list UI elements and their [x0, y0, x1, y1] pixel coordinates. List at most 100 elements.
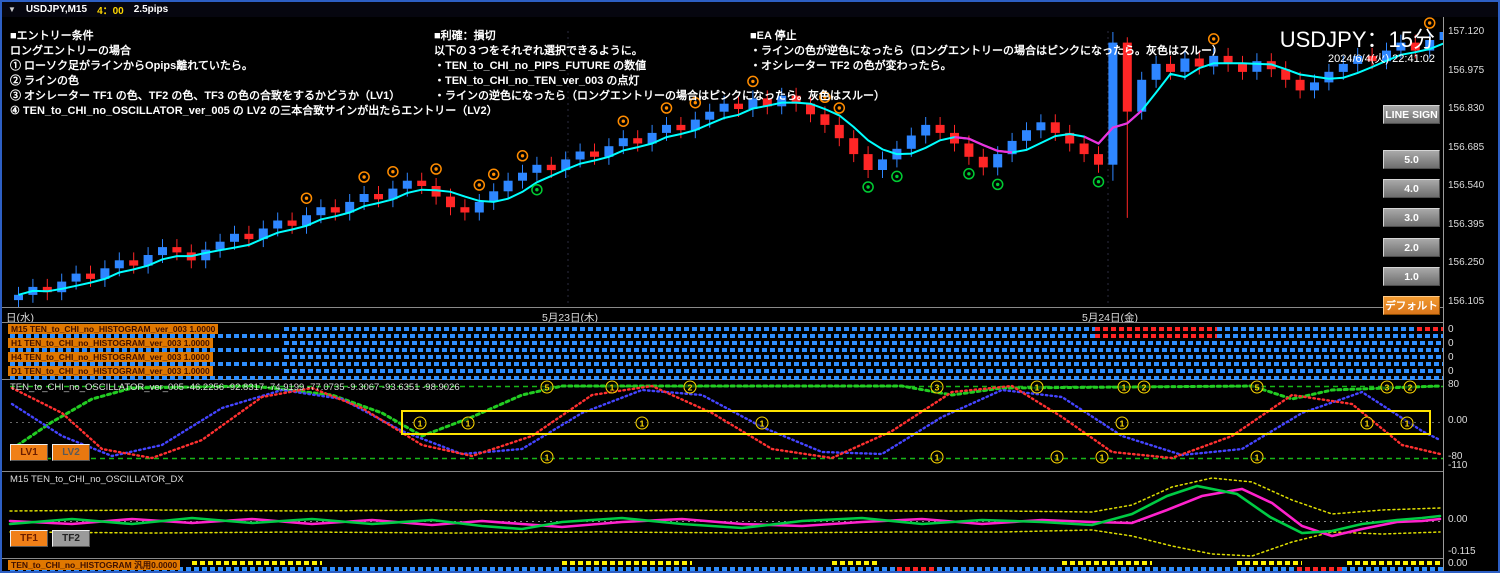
line-sign-button[interactable]: LINE SIGN: [1383, 105, 1440, 124]
histogram-scale-label: 0: [1448, 352, 1454, 363]
signal-count-marker: 1: [1250, 450, 1264, 464]
histogram-row-label: M15 TEN_to_CHI_no_HISTOGRAM_ver_003 1.00…: [8, 324, 219, 334]
titlebar-symbol: USDJPY,M15: [25, 4, 88, 15]
chart-buttons-column: LINE SIGN 5.0 4.0 3.0 2.0 1.0 デフォルト: [2, 17, 1443, 315]
tf2-button[interactable]: TF2: [52, 530, 90, 547]
entry-signal-up-icon: [387, 165, 399, 178]
oscillator-scale-label: -110: [1448, 460, 1468, 471]
bottom-histogram-label: TEN_to_CHI_no_HISTOGRAM 汎用0.0000: [8, 560, 181, 570]
datetime-overlay: 2024/6/4(火) 22:41:02: [1327, 53, 1435, 65]
lv2-button[interactable]: LV2: [52, 444, 90, 461]
bottom-histogram-scale-label: 0.00: [1448, 558, 1468, 569]
histogram-row-label: H1 TEN_to_CHI_no_HISTOGRAM_ver_003 1.000…: [8, 338, 213, 348]
note-line: 以下の３つをそれぞれ選択できるように。: [434, 45, 643, 57]
note-line: ロングエントリーの場合: [10, 45, 131, 57]
note-line: ・ラインの色が逆色になったら（ロングエントリーの場合はピンクになったら。灰色はス…: [750, 45, 1223, 57]
signal-count-marker: 5: [540, 380, 554, 394]
histogram-dashes: [10, 376, 1443, 380]
bottom-histogram-dashes: [1297, 567, 1342, 571]
entry-signal-up-icon: [747, 75, 759, 88]
histogram-dashes: [1095, 327, 1217, 331]
price-scale-label: 156.540: [1448, 180, 1485, 191]
price-scale-label: 156.250: [1448, 257, 1485, 268]
level-button-1.0[interactable]: 1.0: [1383, 267, 1440, 286]
price-scale-label: 156.395: [1448, 218, 1485, 230]
entry-signal-up-icon: [833, 102, 846, 114]
bottom-histogram-dashes: [1062, 561, 1152, 565]
oscillator-dx-scale-label: 0.00: [1448, 514, 1468, 525]
entry-signal-down-icon: [891, 170, 903, 183]
entry-signal-up-icon: [516, 150, 529, 162]
price-scale-label: 156.975: [1448, 64, 1485, 76]
entry-signal-down-icon: [963, 168, 975, 180]
oscillator-ver005-plot: [10, 384, 1443, 460]
price-scale-label: 157.120: [1448, 26, 1485, 37]
entry-conditions-note: ■エントリー条件 ロングエントリーの場合 ① ローソク足がラインからOpips離れて…: [10, 29, 498, 119]
entry-signal-up-icon: [660, 102, 673, 114]
histogram-dashes: [1217, 327, 1417, 331]
histogram-dashes: [1095, 334, 1217, 338]
entry-signal-up-icon: [430, 163, 442, 175]
note-line: ■エントリー条件: [10, 30, 94, 42]
signal-count-marker: 5: [1250, 380, 1264, 394]
histogram-dashes: [284, 327, 1095, 331]
bottom-histogram-dashes: [562, 561, 692, 565]
symbol-timeframe-overlay: USDJPY：15分: [1279, 27, 1435, 52]
level-button-2.0[interactable]: 2.0: [1383, 238, 1440, 257]
signal-count-marker: 1: [930, 450, 944, 464]
histogram-dashes: [10, 362, 1443, 366]
histogram-row: M15 TEN_to_CHI_no_HISTOGRAM_ver_003 1.00…: [2, 324, 1443, 338]
histogram-dashes: [1417, 327, 1443, 331]
time-axis-label: 日(水): [6, 312, 34, 324]
histogram-row-label: H4 TEN_to_CHI_no_HISTOGRAM_ver_003 1.000…: [8, 352, 213, 362]
note-line: ③ オシレーター TF1 の色、TF2 の色、TF3 の色の合致をするかどうか（…: [10, 90, 401, 102]
time-axis-label: 5月24日(金): [1082, 312, 1139, 324]
lv1-button[interactable]: LV1: [10, 444, 48, 461]
signal-count-marker: 1: [1050, 450, 1064, 464]
ea-stop-note: ■EA 停止・ラインの色が逆色になったら（ロングエントリーの場合はピンクになった…: [750, 29, 1223, 74]
bottom-histogram-dashes: [1237, 561, 1302, 565]
signal-count-marker: 1: [1115, 416, 1129, 430]
note-line: ■EA 停止: [750, 30, 797, 42]
signal-count-marker: 2: [1403, 380, 1417, 394]
main-price-chart[interactable]: ■エントリー条件 ロングエントリーの場合 ① ローソク足がラインからOpips離れて…: [2, 17, 1443, 315]
note-line: ・TEN_to_CHI_no_TEN_ver_003 の点灯: [434, 75, 640, 87]
default-button[interactable]: デフォルト: [1383, 296, 1440, 315]
note-line: ・ラインの逆色になったら（ロングエントリーの場合はピンクになったら。灰色はスルー…: [434, 90, 885, 102]
lv2-signal-zone-box: [401, 410, 1431, 435]
take-profit-stoploss-note: ■利確：損切 以下の３つをそれぞれ選択できるように。 ・TEN_to_CHI_no_…: [434, 29, 885, 104]
level-button-4.0[interactable]: 4.0: [1383, 179, 1440, 198]
histogram-scale-label: 0: [1448, 366, 1454, 377]
histogram-panels: M15 TEN_to_CHI_no_HISTOGRAM_ver_003 1.00…: [2, 322, 1443, 380]
note-line: ・オシレーター TF2 の色が変わったら。: [750, 60, 952, 72]
bottom-histogram-dashes: [1347, 561, 1443, 565]
signal-count-marker: 1: [1117, 380, 1131, 394]
time-axis-label: 5月23日(木): [542, 312, 599, 324]
signal-count-marker: 1: [1030, 380, 1044, 394]
entry-signal-up-icon: [1423, 17, 1436, 29]
signal-count-marker: 1: [1400, 416, 1414, 430]
entry-signal-down-icon: [991, 178, 1004, 191]
bottom-histogram-dashes: [10, 567, 897, 571]
price-scale-label: 156.105: [1448, 295, 1485, 307]
entry-signal-up-icon: [819, 91, 831, 104]
bottom-histogram-dashes: [832, 561, 877, 565]
oscillator-scale-label: 80: [1448, 379, 1460, 390]
signal-count-marker: 3: [1380, 380, 1394, 394]
level-button-5.0[interactable]: 5.0: [1383, 150, 1440, 169]
price-scale-label: 156.830: [1448, 103, 1485, 114]
oscillator-dx-panel: M15 TEN_to_CHI_no_OSCILLATOR_DX TF1 TF2: [2, 471, 1443, 558]
level-button-3.0[interactable]: 3.0: [1383, 208, 1440, 227]
titlebar-spread: 2.5pips: [133, 4, 169, 15]
histogram-dashes: [1217, 334, 1443, 338]
histogram-dashes: [284, 355, 1443, 359]
collapse-triangle-icon[interactable]: ▼: [8, 5, 16, 14]
chart-titlebar: ▼ USDJPY,M15 4：00 2.5pips: [2, 2, 1498, 17]
entry-signal-down-icon: [1092, 175, 1105, 188]
signal-count-marker: 1: [1095, 450, 1109, 464]
entry-signal-up-icon: [473, 179, 486, 191]
tf1-button[interactable]: TF1: [10, 530, 48, 547]
entry-signal-up-icon: [689, 96, 702, 109]
histogram-dashes: [10, 334, 1095, 338]
